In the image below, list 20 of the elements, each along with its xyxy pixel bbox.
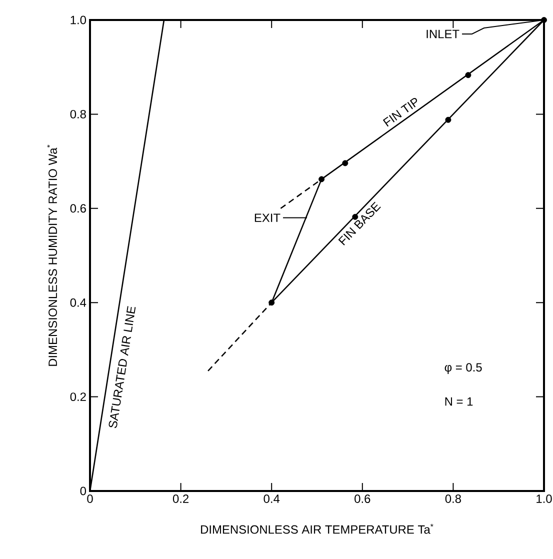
x-tick-label: 0.4 <box>264 494 280 503</box>
x-tick-label: 0 <box>87 494 93 503</box>
x-tick-label: 0.2 <box>172 494 189 503</box>
annotation: φ = 0.5 <box>444 363 482 374</box>
annotation: EXIT <box>254 214 280 222</box>
y-tick-label: 1.0 <box>70 16 86 24</box>
y-tick-label: 0 <box>80 486 86 496</box>
x-axis-title: DIMENSIONLESS AIR TEMPERATURE Ta$^{*}$ <box>201 524 434 534</box>
annotation: N = 1 <box>445 397 473 406</box>
annotation: INLET <box>426 30 460 38</box>
y-tick-label: 0.8 <box>70 110 86 118</box>
text: FIN TIP <box>382 98 418 127</box>
x-tick-label: 0.8 <box>445 494 461 503</box>
text: SATURATED AIR LINE <box>108 306 136 428</box>
x-tick-label: 0.6 <box>354 494 370 503</box>
x-tick-label: 1.0 <box>536 494 552 503</box>
y-tick-label: 0.2 <box>70 392 86 402</box>
y-tick-label: 0.6 <box>70 204 86 213</box>
y-axis-title: DIMENSIONLESS HUMIDITY RATIO Wa$^{*}$ <box>47 144 58 366</box>
y-tick-label: 0.4 <box>70 298 86 307</box>
